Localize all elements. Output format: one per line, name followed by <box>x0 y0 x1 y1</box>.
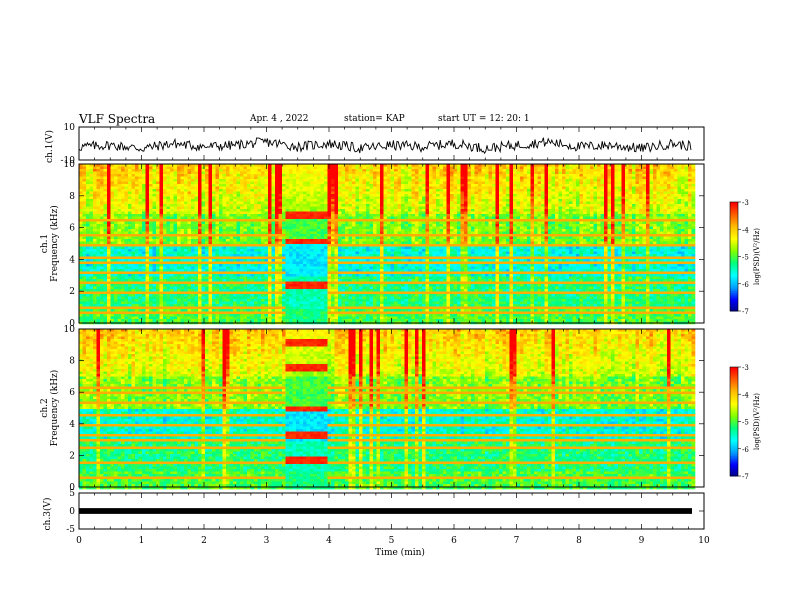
colorbar-tick-label: -7 <box>742 473 749 481</box>
figure-title: VLF Spectra <box>79 112 155 126</box>
ch2-spectrogram-channel-label: ch.1 <box>40 234 50 253</box>
colorbar-tick-label: -4 <box>742 226 749 234</box>
y-tick-label: 10 <box>64 160 76 170</box>
y-tick-label: 2 <box>69 287 75 297</box>
colorbar-tick-label: -6 <box>742 281 749 289</box>
colorbar-tick-label: -6 <box>742 446 749 454</box>
colorbar-tick-label: -5 <box>742 254 749 262</box>
start-time-label: start UT = 12: 20: 1 <box>438 114 530 124</box>
colorbar-tick-label: -5 <box>742 419 749 427</box>
y-tick-label: -5 <box>66 525 75 535</box>
x-axis-label: Time (min) <box>375 547 425 558</box>
y-tick-label: 8 <box>69 357 75 367</box>
x-tick-label: 4 <box>326 536 332 546</box>
y-tick-label: 4 <box>69 420 75 430</box>
y-tick-label: 0 <box>69 507 75 517</box>
ch3-spectrogram-ylabel: Frequency (kHz) <box>49 370 60 447</box>
ch2-spectrogram-image <box>79 164 696 325</box>
colorbar-label: log(PSD)(V²/Hz) <box>753 393 761 450</box>
ch3-spectrogram-channel-label: ch.2 <box>40 398 50 417</box>
x-tick-label: 2 <box>201 536 207 546</box>
colorbar-tick-label: -4 <box>742 391 749 399</box>
y-tick-label: -10 <box>61 156 76 166</box>
x-tick-label: 9 <box>639 536 645 546</box>
y-tick-label: 2 <box>69 451 75 461</box>
ch3-waveform-ylabel: ch.3(V) <box>42 498 53 531</box>
ch3-colorbar <box>730 367 738 477</box>
ch3-spectrogram-image <box>79 329 696 490</box>
y-tick-label: 0 <box>69 483 75 493</box>
x-tick-label: 0 <box>76 536 82 546</box>
x-tick-label: 7 <box>514 536 520 546</box>
date-label: Apr. 4 , 2022 <box>250 114 309 124</box>
x-tick-label: 5 <box>389 536 395 546</box>
x-tick-label: 6 <box>451 536 457 546</box>
x-tick-label: 8 <box>576 536 582 546</box>
ch3-waveform-trace <box>79 508 692 514</box>
colorbar-tick-label: -7 <box>742 308 749 316</box>
y-tick-label: 0 <box>69 319 75 329</box>
colorbar-label: log(PSD)(V²/Hz) <box>753 228 761 285</box>
x-tick-label: 1 <box>139 536 145 546</box>
x-tick-label: 3 <box>264 536 270 546</box>
colorbar-tick-label: -3 <box>742 364 749 372</box>
y-tick-label: 4 <box>69 255 75 265</box>
y-tick-label: 10 <box>64 123 76 133</box>
station-label: station= KAP <box>344 114 405 124</box>
y-tick-label: 6 <box>69 388 75 398</box>
y-tick-label: 6 <box>69 224 75 234</box>
x-tick-label: 10 <box>698 536 710 546</box>
ch1-waveform-ylabel: ch.1(V) <box>44 130 55 163</box>
ch2-spectrogram-ylabel: Frequency (kHz) <box>49 205 60 282</box>
y-tick-label: 5 <box>69 489 75 499</box>
y-tick-label: 8 <box>69 192 75 202</box>
y-tick-label: 10 <box>64 325 76 335</box>
colorbar-tick-label: -3 <box>742 199 749 207</box>
ch1-waveform-trace <box>78 137 692 155</box>
ch2-colorbar <box>730 202 738 312</box>
